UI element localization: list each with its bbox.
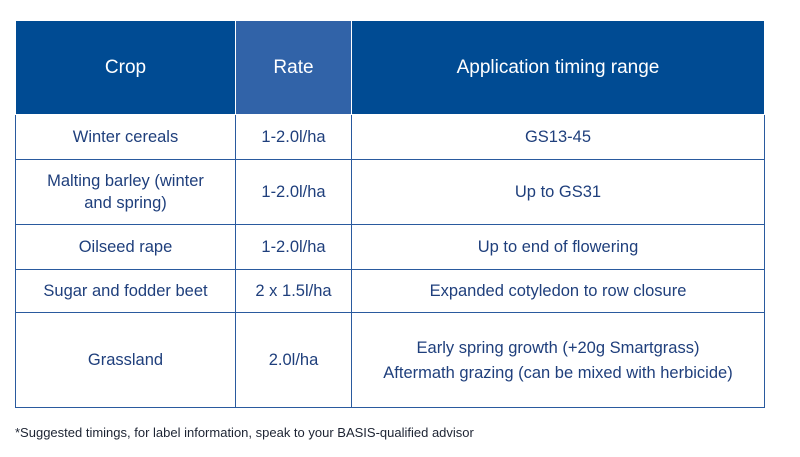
table-row: Winter cereals 1-2.0l/ha GS13-45	[15, 114, 765, 160]
cell-rate: 1-2.0l/ha	[235, 224, 352, 270]
cell-timing: Early spring growth (+20g Smartgrass) Af…	[351, 312, 765, 408]
table-row: Sugar and fodder beet 2 x 1.5l/ha Expand…	[15, 269, 765, 313]
cell-timing: Up to end of flowering	[351, 224, 765, 270]
cell-rate: 2.0l/ha	[235, 312, 352, 408]
crop-text: Oilseed rape	[78, 238, 173, 256]
crop-text: Winter cereals	[72, 128, 179, 146]
cell-rate: 1-2.0l/ha	[235, 159, 352, 225]
table-row: Oilseed rape 1-2.0l/ha Up to end of flow…	[15, 224, 765, 270]
application-table: Crop Rate Application timing range Winte…	[15, 20, 765, 408]
timing-text: Aftermath grazing (can be mixed with her…	[383, 363, 733, 382]
crop-text: Sugar and fodder beet	[43, 282, 208, 300]
crop-text: Malting barley (winter	[47, 172, 204, 190]
crop-text: Grassland	[87, 351, 164, 369]
cell-crop: Malting barley (winter and spring)	[15, 159, 236, 225]
cell-rate: 1-2.0l/ha	[235, 114, 352, 160]
timing-text: Up to GS31	[514, 183, 602, 201]
cell-crop: Oilseed rape	[15, 224, 236, 270]
header-crop: Crop	[15, 20, 236, 115]
cell-rate: 2 x 1.5l/ha	[235, 269, 352, 313]
timing-text: Early spring growth (+20g Smartgrass)	[416, 338, 700, 357]
cell-timing: Expanded cotyledon to row closure	[351, 269, 765, 313]
timing-text: Expanded cotyledon to row closure	[429, 282, 687, 300]
timing-text: GS13-45	[524, 128, 592, 146]
cell-crop: Grassland	[15, 312, 236, 408]
footnote: *Suggested timings, for label informatio…	[15, 425, 474, 440]
application-table-container: Crop Rate Application timing range Winte…	[15, 20, 765, 408]
header-rate: Rate	[235, 20, 352, 115]
header-timing: Application timing range	[351, 20, 765, 115]
cell-crop: Sugar and fodder beet	[15, 269, 236, 313]
cell-timing: Up to GS31	[351, 159, 765, 225]
table-row: Grassland 2.0l/ha Early spring growth (+…	[15, 312, 765, 408]
crop-text: and spring)	[84, 194, 167, 212]
timing-text: Up to end of flowering	[477, 238, 639, 256]
table-header-row: Crop Rate Application timing range	[15, 20, 765, 115]
cell-crop: Winter cereals	[15, 114, 236, 160]
cell-timing: GS13-45	[351, 114, 765, 160]
table-row: Malting barley (winter and spring) 1-2.0…	[15, 159, 765, 225]
